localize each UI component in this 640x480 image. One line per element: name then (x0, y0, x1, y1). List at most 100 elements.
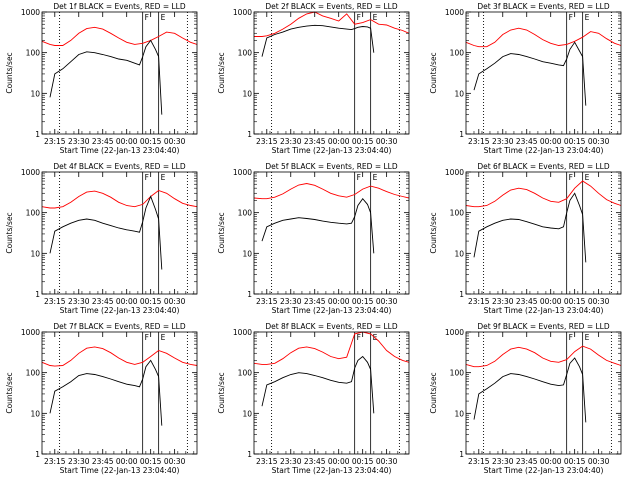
x-tick-label: 23:45 (92, 457, 114, 466)
x-tick-label: 00:30 (376, 137, 398, 146)
detector-panel-7: Det 7f BLACK = Events, RED = LLD F E 1 10 100… (5, 322, 198, 475)
y-axis-label: Counts/sec (429, 52, 438, 93)
series-line-lld (465, 345, 622, 368)
x-tick-label: 23:45 (304, 137, 326, 146)
detector-panel-1: Det 1f BLACK = Events, RED = LLD F E 1 10 100… (5, 2, 198, 155)
x-tick-label: 23:30 (68, 297, 90, 306)
y-tick-label: 1000 (21, 168, 40, 177)
series-line-lld (253, 183, 410, 200)
x-tick-label: 23:45 (304, 297, 326, 306)
x-tick-label: 23:45 (304, 457, 326, 466)
x-axis-label: Start Time (22-Jan-13 23:04:40) (60, 306, 180, 315)
y-tick-label: 100 (26, 369, 41, 378)
x-tick-label: 00:15 (352, 137, 374, 146)
x-tick-label: 23:15 (44, 457, 66, 466)
marker-label-e: E (161, 333, 166, 342)
y-tick-label: 1 (459, 290, 464, 299)
x-axis-label: Start Time (22-Jan-13 23:04:40) (484, 306, 604, 315)
y-axis-label: Counts/sec (217, 372, 226, 413)
y-tick-label: 10 (30, 89, 40, 98)
series-line-events (261, 24, 375, 57)
plot-frame (253, 331, 410, 455)
plot-frame (41, 171, 198, 295)
x-tick-label: 00:15 (564, 137, 586, 146)
x-tick-label: 00:00 (540, 457, 562, 466)
marker-label-f: F (357, 13, 361, 22)
x-tick-label: 00:30 (376, 457, 398, 466)
x-tick-label: 00:00 (328, 457, 350, 466)
x-axis-label: Start Time (22-Jan-13 23:04:40) (272, 306, 392, 315)
detector-panel-9: Det 9f BLACK = Events, RED = LLD F E 1 10 100… (429, 322, 622, 475)
detector-panel-5: Det 5f BLACK = Events, RED = LLD F E 1 10 100… (217, 162, 410, 315)
x-tick-label: 23:45 (516, 137, 538, 146)
x-tick-label: 00:30 (164, 297, 186, 306)
series-line-lld (41, 346, 198, 367)
series-line-events (473, 357, 587, 423)
marker-label-f: F (145, 333, 149, 342)
x-tick-label: 00:00 (540, 297, 562, 306)
marker-label-e: E (585, 333, 590, 342)
chart-title: Det 8f BLACK = Events, RED = LLD (265, 322, 398, 331)
plot-frame (465, 11, 622, 135)
y-tick-label: 10 (242, 89, 252, 98)
y-tick-label: 1000 (233, 168, 252, 177)
y-tick-label: 1000 (445, 168, 464, 177)
x-tick-label: 00:30 (164, 137, 186, 146)
x-tick-label: 23:15 (256, 457, 278, 466)
x-tick-label: 23:30 (68, 457, 90, 466)
y-tick-label: 1000 (445, 8, 464, 17)
marker-label-f: F (569, 13, 573, 22)
x-tick-label: 23:15 (468, 137, 490, 146)
y-tick-label: 1 (247, 130, 252, 139)
x-tick-label: 23:15 (256, 297, 278, 306)
y-axis-label: Counts/sec (429, 372, 438, 413)
marker-label-e: E (585, 13, 590, 22)
x-tick-label: 23:45 (516, 457, 538, 466)
detector-panel-2: Det 2f BLACK = Events, RED = LLD F E 1 10 100… (217, 2, 410, 155)
y-tick-label: 1000 (21, 328, 40, 337)
chart-title: Det 5f BLACK = Events, RED = LLD (265, 162, 398, 171)
marker-label-f: F (569, 173, 573, 182)
marker-label-f: F (145, 173, 149, 182)
x-tick-label: 23:30 (280, 457, 302, 466)
plot-frame (253, 171, 410, 295)
plot-frame (41, 331, 198, 455)
x-tick-label: 23:45 (92, 137, 114, 146)
chart-title: Det 1f BLACK = Events, RED = LLD (53, 2, 186, 11)
x-axis-label: Start Time (22-Jan-13 23:04:40) (272, 146, 392, 155)
y-tick-label: 1 (35, 130, 40, 139)
y-tick-label: 10 (30, 409, 40, 418)
x-tick-label: 23:30 (492, 137, 514, 146)
marker-label-e: E (373, 173, 378, 182)
series-line-events (49, 195, 163, 270)
plot-frame (465, 171, 622, 295)
x-tick-label: 00:15 (564, 297, 586, 306)
x-tick-label: 23:15 (44, 137, 66, 146)
x-tick-label: 00:30 (588, 137, 610, 146)
x-tick-label: 00:00 (116, 137, 138, 146)
chart-title: Det 4f BLACK = Events, RED = LLD (53, 162, 186, 171)
series-line-events (261, 355, 375, 414)
x-tick-label: 00:15 (352, 297, 374, 306)
y-axis-label: Counts/sec (5, 372, 14, 413)
y-tick-label: 1 (35, 450, 40, 459)
marker-label-e: E (161, 173, 166, 182)
y-axis-label: Counts/sec (217, 52, 226, 93)
y-tick-label: 1 (459, 450, 464, 459)
y-tick-label: 1 (247, 450, 252, 459)
marker-label-f: F (357, 333, 361, 342)
x-tick-label: 23:15 (468, 297, 490, 306)
y-tick-label: 10 (454, 409, 464, 418)
series-line-events (49, 359, 163, 426)
x-tick-label: 23:30 (280, 297, 302, 306)
y-axis-label: Counts/sec (5, 212, 14, 253)
marker-label-f: F (145, 13, 149, 22)
y-tick-label: 100 (238, 369, 253, 378)
x-tick-label: 23:15 (468, 457, 490, 466)
series-line-lld (253, 331, 410, 365)
y-tick-label: 10 (242, 409, 252, 418)
y-tick-label: 1000 (21, 8, 40, 17)
y-axis-label: Counts/sec (217, 212, 226, 253)
x-tick-label: 00:30 (376, 297, 398, 306)
